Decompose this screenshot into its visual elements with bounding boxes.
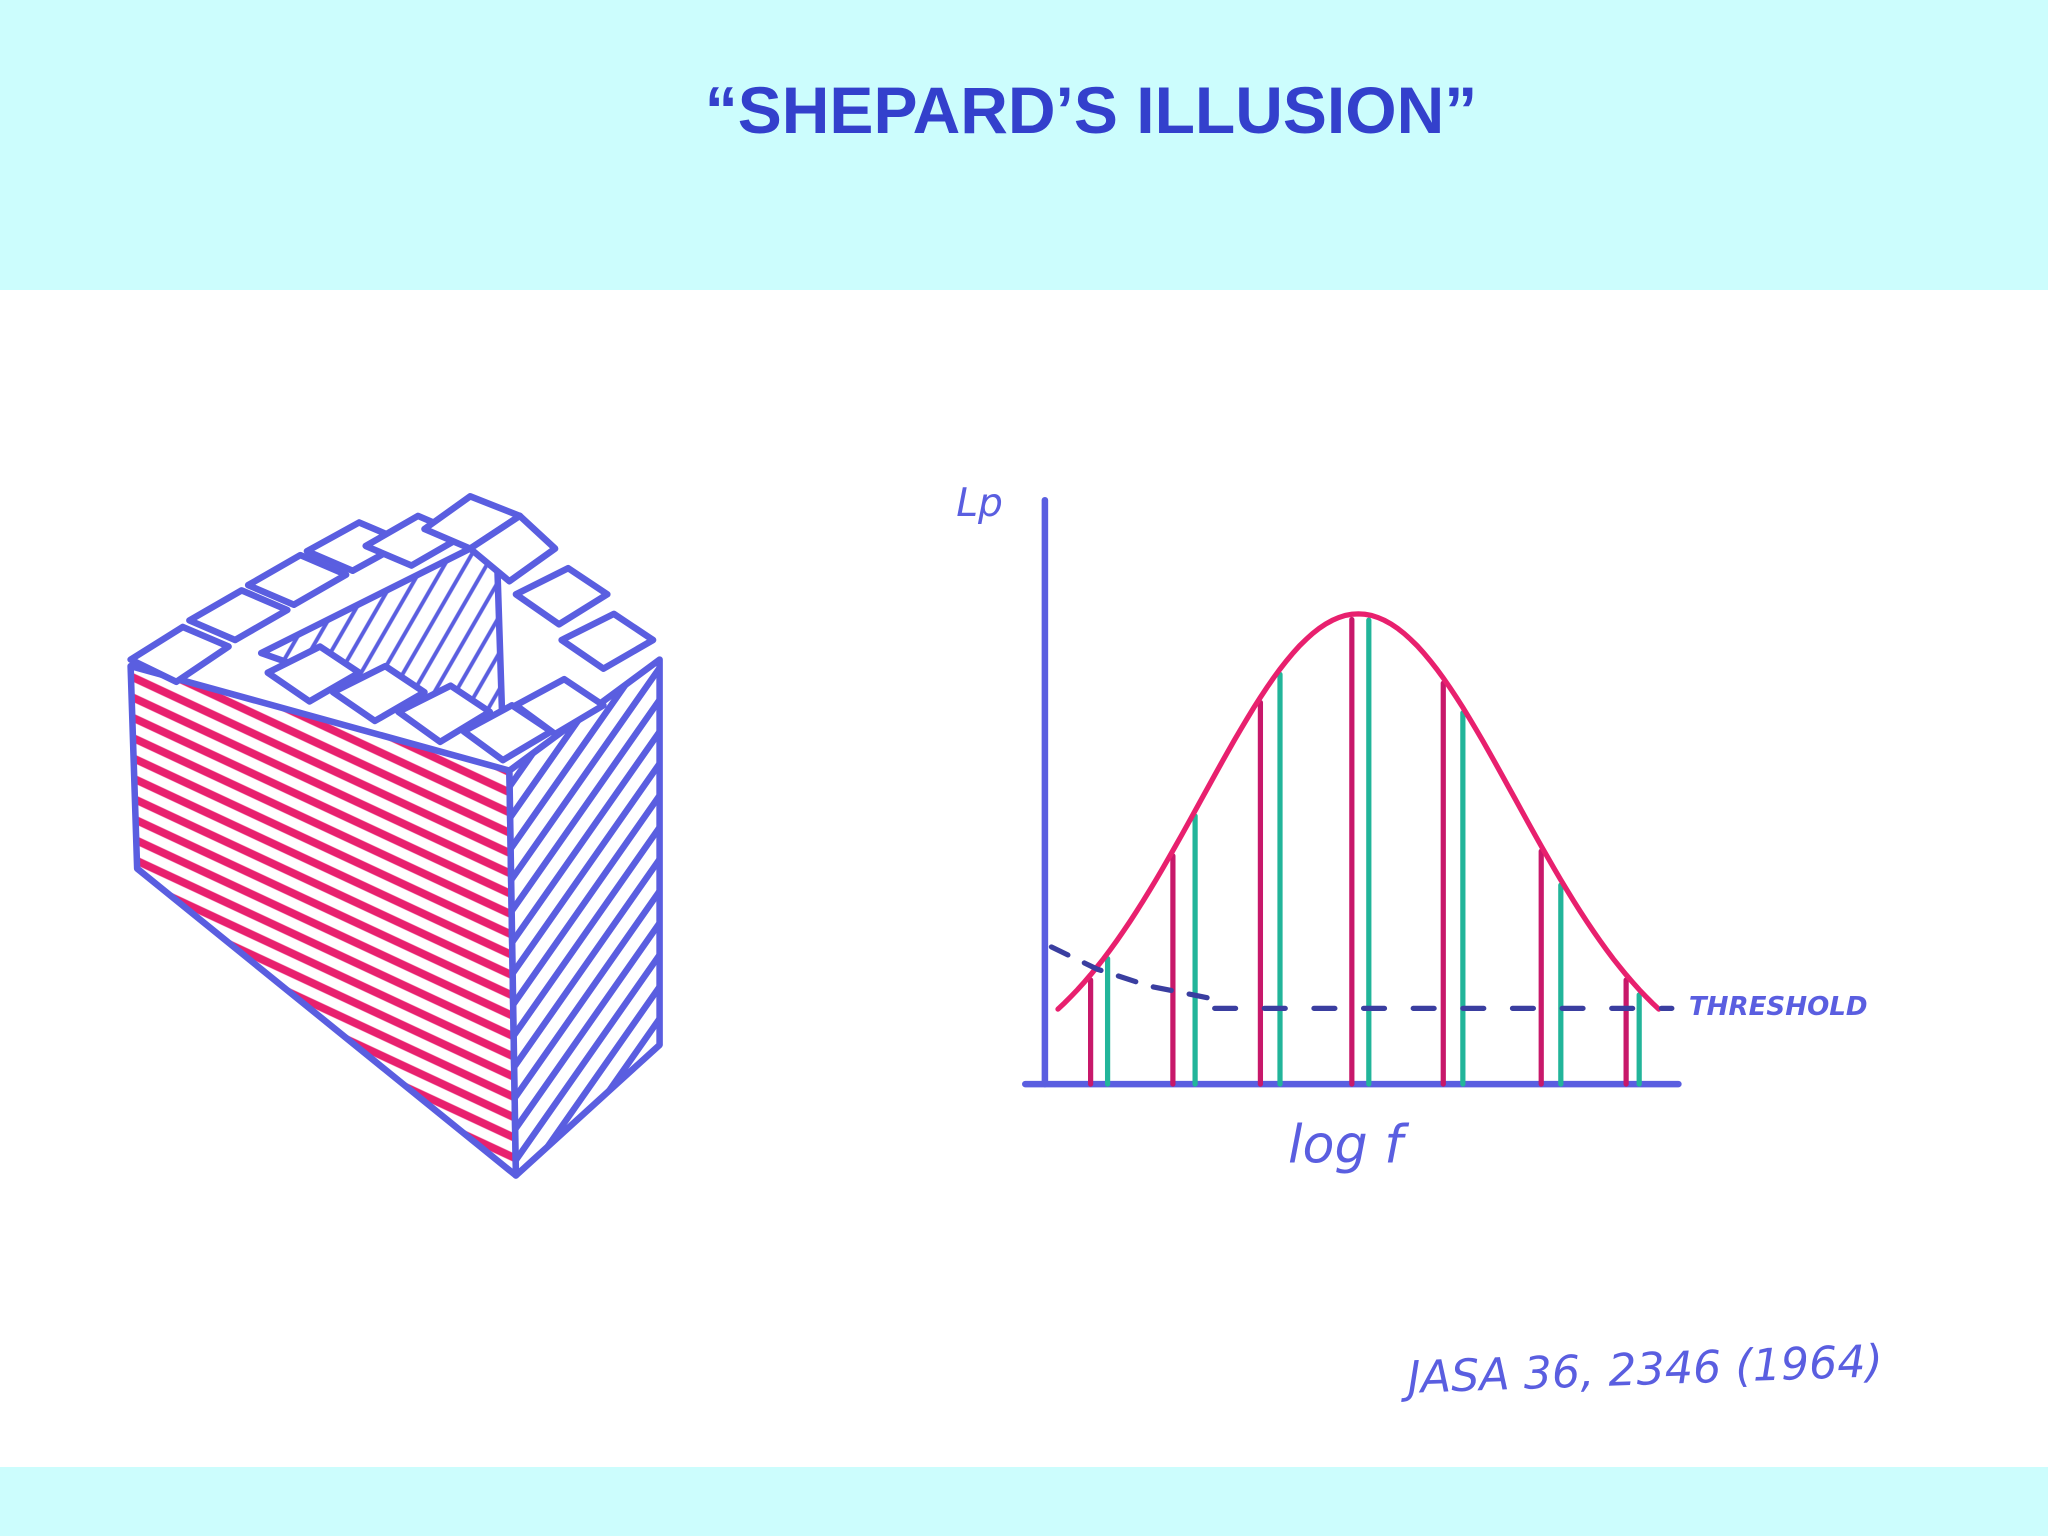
x-axis-label: log f — [1288, 1115, 1409, 1175]
slide-title: “SHEPARD’S ILLUSION” — [704, 73, 1478, 147]
citation: JASA 36, 2346 (1964) — [1399, 1336, 1884, 1404]
spectrum-diagram — [1022, 496, 1682, 1088]
staircase-block — [127, 493, 663, 1179]
y-axis-label: Lp — [956, 481, 1003, 526]
footer-band — [0, 1467, 2048, 1536]
threshold-label: THRESHOLD — [1689, 992, 1868, 1022]
header-band — [0, 0, 2048, 290]
